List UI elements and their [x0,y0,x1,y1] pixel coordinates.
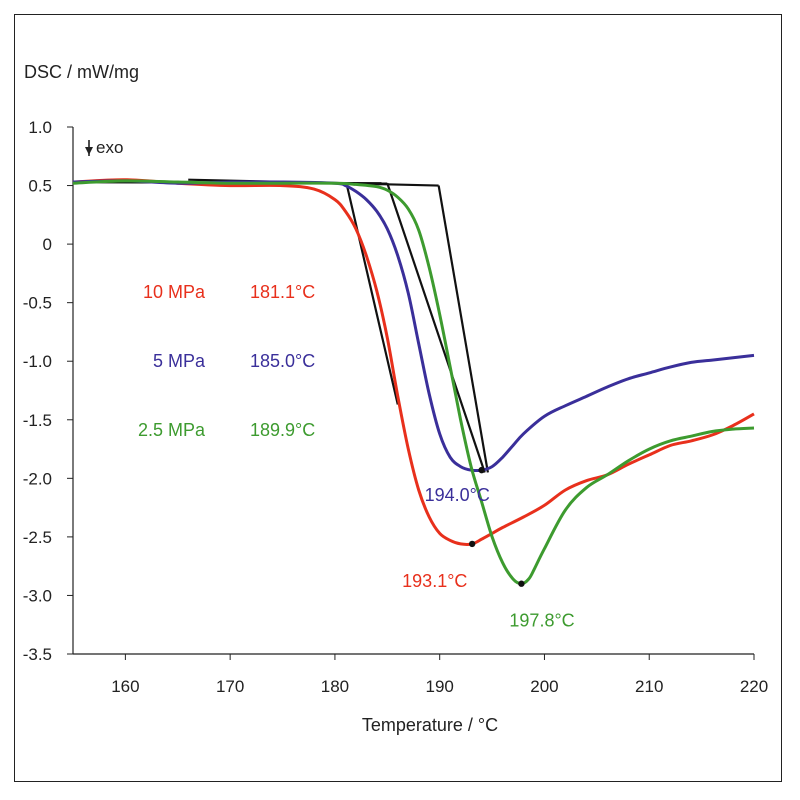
series-line-1 [72,178,755,546]
y-axis-title: DSC / mW/mg [24,62,139,82]
x-tick-label: 220 [740,677,768,696]
x-tick-label: 200 [530,677,558,696]
onset-tangent-1 [345,182,399,405]
onset-tangent-3 [437,185,489,473]
y-tick-label: -3.0 [23,586,52,605]
y-tick-label: 1.0 [28,118,52,137]
legend-pressure: 2.5 MPa [138,420,206,440]
exo-label: exo [96,138,123,157]
legend-pressure: 10 MPa [143,282,206,302]
x-tick-label: 180 [321,677,349,696]
peak-label: 197.8°C [509,611,574,631]
onset-tangent-2 [386,182,486,473]
chart-frame [14,14,782,782]
peak-point [478,466,485,474]
series-group [72,178,755,586]
y-tick-label: -0.5 [23,294,52,313]
legend-onset: 181.1°C [250,282,315,302]
y-tick-label: -3.5 [23,645,52,664]
x-tick-label: 210 [635,677,663,696]
x-axis-title: Temperature / °C [362,715,498,735]
peak-label: 193.1°C [402,571,467,591]
x-tick-label: 170 [216,677,244,696]
y-tick-label: 0.5 [28,177,52,196]
onset-legend: 10 MPa 181.1°C 5 MPa 185.0°C 2.5 MPa 189.9°C [138,282,315,440]
series-line-3 [72,179,755,586]
axis-ticks: 1.0 0.5 0 -0.5 -1.0 -1.5 -2.0 -2.5 -3.0 -3.5 160 17… [23,118,768,696]
legend-onset: 189.9°C [250,420,315,440]
y-tick-label: -1.0 [23,352,52,371]
peak-markers: 194.0°C 193.1°C 197.8°C [402,466,575,631]
y-tick-label: -2.5 [23,528,52,547]
axes [72,127,754,655]
legend-onset: 185.0°C [250,351,315,371]
legend-pressure: 5 MPa [153,351,206,371]
exo-indicator: exo [85,138,123,157]
x-tick-label: 160 [111,677,139,696]
peak-label: 194.0°C [425,485,490,505]
exo-arrowhead-icon [85,147,93,155]
y-tick-label: 0 [43,235,52,254]
x-tick-label: 190 [426,677,454,696]
y-tick-label: -1.5 [23,411,52,430]
y-tick-label: -2.0 [23,469,52,488]
peak-point [468,540,476,548]
peak-point [518,580,525,587]
